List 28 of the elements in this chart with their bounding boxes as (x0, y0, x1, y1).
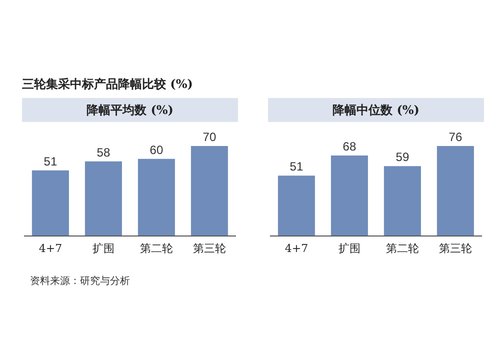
bar (384, 166, 421, 236)
x-tick-label: 第二轮 (386, 242, 419, 255)
data-label: 51 (44, 154, 58, 168)
x-tick-label: 4+7 (38, 242, 62, 255)
data-label: 68 (342, 139, 356, 154)
data-label: 58 (96, 145, 110, 160)
chart-subtitle: 降幅平均数 (%) (22, 98, 238, 122)
bar (84, 161, 122, 236)
data-label: 76 (448, 130, 462, 144)
data-label: 60 (150, 142, 164, 157)
x-tick-label: 扩围 (92, 242, 114, 255)
bar (278, 176, 315, 236)
x-tick-label: 4+7 (284, 242, 308, 255)
bar (330, 155, 368, 236)
x-tick-label: 第三轮 (439, 242, 472, 255)
bar (436, 146, 474, 236)
x-tick-label: 扩围 (338, 242, 360, 255)
text: 资料来源：研究与分析 (30, 274, 130, 288)
data-label: 70 (202, 130, 216, 144)
chart-title: 降幅中位数 (%) (268, 98, 484, 122)
chart-title: 三轮集采中标产品降幅比较 (%) (22, 76, 193, 93)
x-tick-label: 第三轮 (193, 242, 226, 255)
bar (190, 146, 228, 236)
x-tick-label: 第二轮 (140, 242, 173, 255)
bar (138, 158, 175, 236)
data-label: 51 (290, 160, 304, 174)
bar (32, 170, 69, 236)
data-label: 59 (396, 150, 410, 164)
